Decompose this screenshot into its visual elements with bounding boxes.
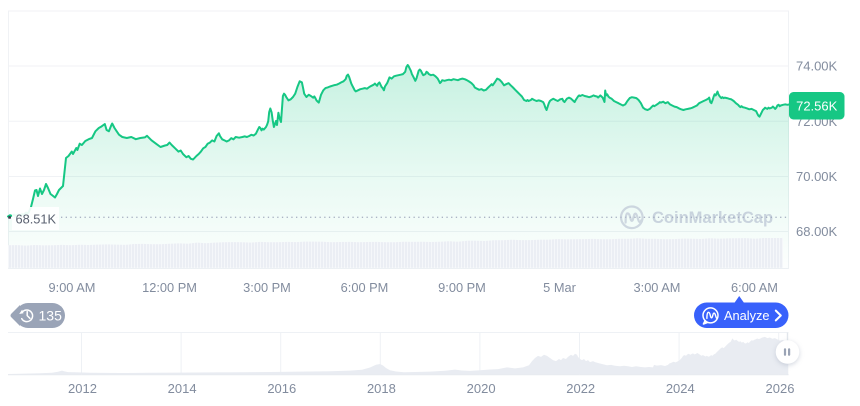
svg-text:6:00 AM: 6:00 AM — [731, 280, 778, 295]
svg-text:72.56K: 72.56K — [796, 99, 838, 114]
svg-text:3:00 PM: 3:00 PM — [243, 280, 291, 295]
svg-text:CoinMarketCap: CoinMarketCap — [652, 209, 773, 227]
svg-text:68.51K: 68.51K — [16, 211, 57, 226]
svg-text:6:00 PM: 6:00 PM — [341, 280, 389, 295]
svg-text:9:00 PM: 9:00 PM — [438, 280, 486, 295]
svg-text:3:00 AM: 3:00 AM — [634, 280, 681, 295]
svg-text:2012: 2012 — [68, 381, 97, 396]
svg-text:Analyze: Analyze — [724, 308, 770, 323]
svg-text:2016: 2016 — [267, 381, 296, 396]
svg-text:68.00K: 68.00K — [796, 224, 838, 239]
svg-text:2014: 2014 — [168, 381, 197, 396]
svg-text:5 Mar: 5 Mar — [543, 280, 576, 295]
svg-text:2022: 2022 — [566, 381, 595, 396]
svg-text:12:00 PM: 12:00 PM — [142, 280, 197, 295]
svg-text:74.00K: 74.00K — [796, 59, 838, 74]
svg-text:9:00 AM: 9:00 AM — [49, 280, 96, 295]
svg-text:70.00K: 70.00K — [796, 169, 838, 184]
svg-text:2024: 2024 — [666, 381, 695, 396]
svg-text:135: 135 — [39, 308, 63, 324]
svg-text:2018: 2018 — [367, 381, 396, 396]
svg-text:2026: 2026 — [766, 381, 795, 396]
svg-text:2020: 2020 — [467, 381, 496, 396]
